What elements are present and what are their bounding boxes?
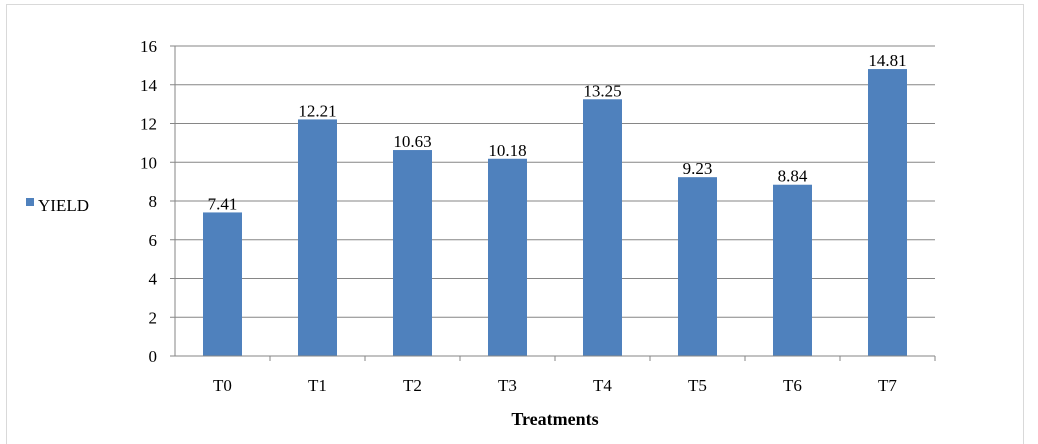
y-tick-label-8: 8 (149, 192, 158, 211)
bar-T4 (583, 99, 622, 356)
x-axis: T0 T1 T2 T3 T4 T5 T6 T7 (175, 355, 936, 395)
data-label-T5: 9.23 (683, 159, 713, 178)
y-tick-label-12: 12 (140, 115, 157, 134)
legend-swatch (26, 198, 34, 206)
legend: YIELD (26, 196, 89, 215)
y-tick-label-14: 14 (140, 76, 158, 95)
y-tick-label-2: 2 (149, 308, 158, 327)
bar-T5 (678, 177, 717, 356)
y-tick-label-10: 10 (140, 153, 157, 172)
bars (203, 69, 907, 357)
x-tick-label-T2: T2 (403, 376, 422, 395)
x-tick-label-T4: T4 (593, 376, 612, 395)
data-label-T3: 10.18 (488, 141, 526, 160)
data-label-T1: 12.21 (298, 101, 336, 120)
data-label-T0: 7.41 (208, 194, 238, 213)
y-tick-label-4: 4 (149, 270, 158, 289)
bar-T6 (773, 184, 812, 356)
y-tick-label-6: 6 (149, 231, 158, 250)
bar-chart: 0 2 4 6 8 10 12 14 16 7.41 12.21 10.63 10.18 13.25 9.… (26, 37, 936, 429)
bar-T7 (868, 69, 907, 357)
y-axis: 0 2 4 6 8 10 12 14 16 (140, 37, 176, 366)
data-label-T7: 14.81 (868, 51, 906, 70)
bar-T0 (203, 212, 242, 356)
x-tick-label-T1: T1 (308, 376, 327, 395)
gridlines (175, 45, 935, 357)
data-label-T4: 13.25 (583, 81, 621, 100)
data-labels: 7.41 12.21 10.63 10.18 13.25 9.23 8.84 14.81 (208, 51, 907, 213)
x-tick-label-T7: T7 (878, 376, 897, 395)
y-tick-label-0: 0 (149, 347, 158, 366)
x-tick-label-T0: T0 (213, 376, 232, 395)
x-tick-label-T6: T6 (783, 376, 802, 395)
x-tick-label-T5: T5 (688, 376, 707, 395)
chart-frame (6, 4, 1024, 444)
bar-T3 (488, 158, 527, 356)
data-label-T2: 10.63 (393, 132, 431, 151)
bar-T1 (298, 119, 337, 357)
y-tick-label-16: 16 (140, 37, 157, 56)
data-label-T6: 8.84 (778, 167, 808, 186)
bar-T2 (393, 150, 432, 356)
x-tick-label-T3: T3 (498, 376, 517, 395)
legend-label: YIELD (38, 196, 89, 215)
x-axis-title: Treatments (511, 409, 598, 429)
